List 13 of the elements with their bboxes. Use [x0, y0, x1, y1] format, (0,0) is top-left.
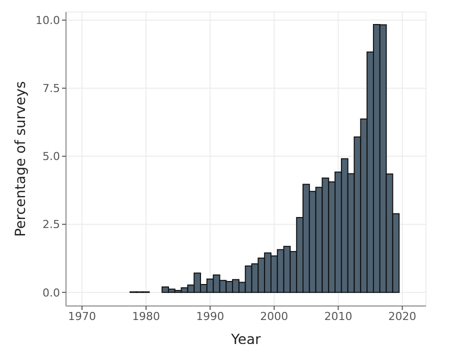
x-axis-title: Year: [230, 332, 262, 346]
y-tick-label: 10.0: [36, 14, 60, 28]
y-axis-title: Percentage of surveys: [12, 81, 29, 237]
x-tick-label: 1990: [196, 310, 224, 323]
x-tick-label: 1980: [132, 310, 160, 323]
y-tick-label: 7.5: [42, 82, 60, 96]
y-tick-label: 5.0: [42, 150, 60, 164]
x-tick-label: 2010: [324, 310, 352, 323]
x-tick-label: 2020: [388, 310, 416, 323]
y-tick-label: 2.5: [42, 218, 60, 232]
x-tick-label: 2000: [260, 310, 288, 323]
x-tick-label: 1970: [68, 310, 96, 323]
y-tick-label: 0.0: [42, 286, 60, 300]
